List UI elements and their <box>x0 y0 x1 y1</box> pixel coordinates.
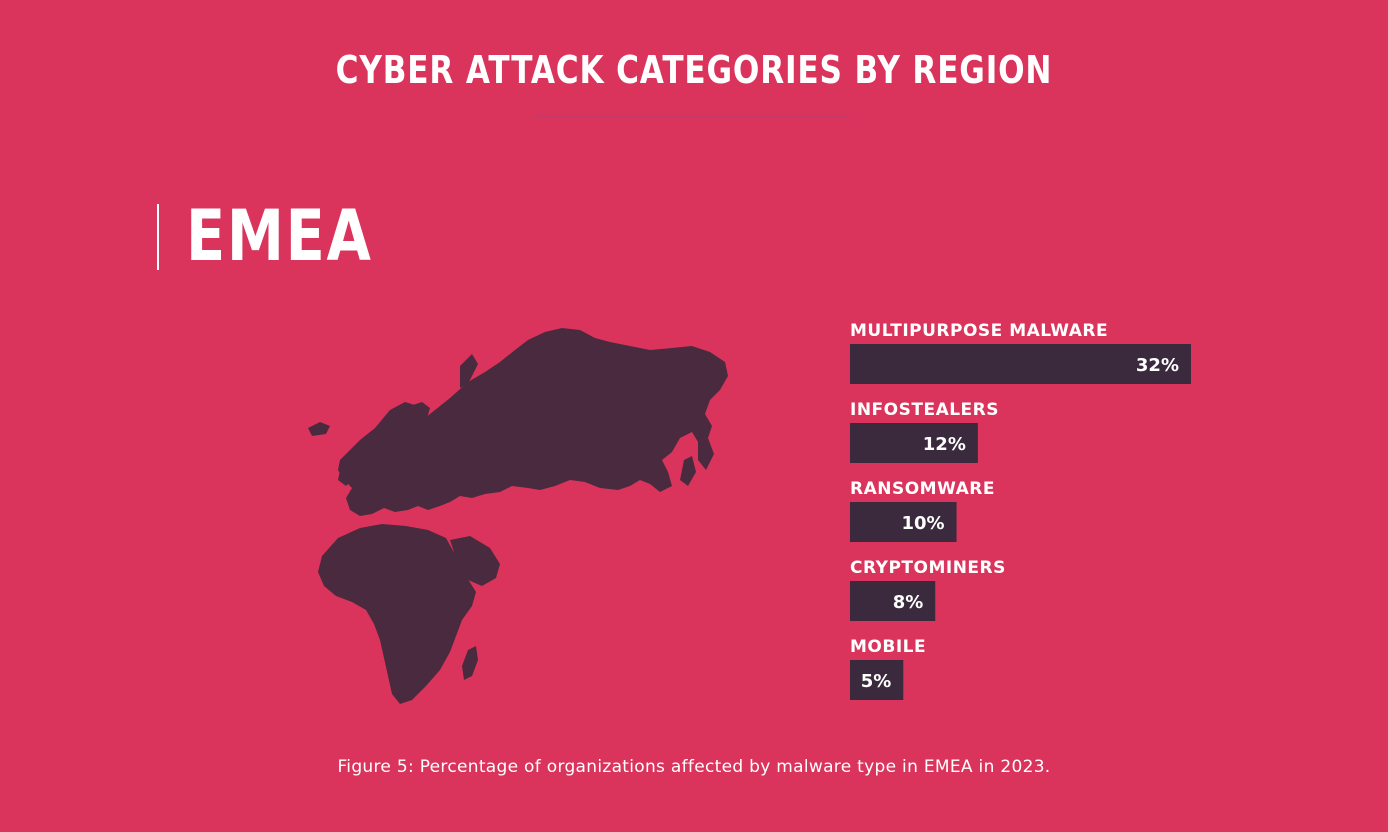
value-label: 8% <box>893 592 924 613</box>
africa-landmass <box>318 524 476 704</box>
value-label: 32% <box>1136 355 1179 376</box>
value-label: 10% <box>901 513 944 534</box>
eurasia-landmass <box>338 328 728 516</box>
region-accent-bar <box>157 204 159 270</box>
category-label: RANSOMWARE <box>850 479 995 499</box>
malware-bar-chart: MULTIPURPOSE MALWARE 32% INFOSTEALERS 12% RA… <box>850 321 1191 700</box>
bar <box>850 502 957 542</box>
title-underline <box>536 115 850 118</box>
british-isles-landmass <box>338 452 356 486</box>
scandinavia-landmass <box>380 402 430 468</box>
category-label: CRYPTOMINERS <box>850 558 1006 578</box>
bar <box>850 581 936 621</box>
region-name: EMEA <box>186 195 373 277</box>
arctic-islands-landmass <box>460 354 478 388</box>
bar <box>850 344 1191 384</box>
madagascar-landmass <box>462 646 478 680</box>
category-label: INFOSTEALERS <box>850 400 999 420</box>
iceland-landmass <box>308 422 330 436</box>
category-label: MOBILE <box>850 637 926 657</box>
category-label: MULTIPURPOSE MALWARE <box>850 321 1108 341</box>
bar <box>850 423 978 463</box>
value-label: 5% <box>861 671 892 692</box>
value-label: 12% <box>923 434 966 455</box>
emea-map-icon <box>308 328 728 704</box>
kamchatka-landmass <box>698 438 714 470</box>
bar <box>850 660 904 700</box>
japan-landmass <box>680 456 696 486</box>
arabia-landmass <box>450 536 500 586</box>
figure-caption: Figure 5: Percentage of organizations af… <box>337 757 1051 777</box>
page-title: CYBER ATTACK CATEGORIES BY REGION <box>335 48 1053 92</box>
